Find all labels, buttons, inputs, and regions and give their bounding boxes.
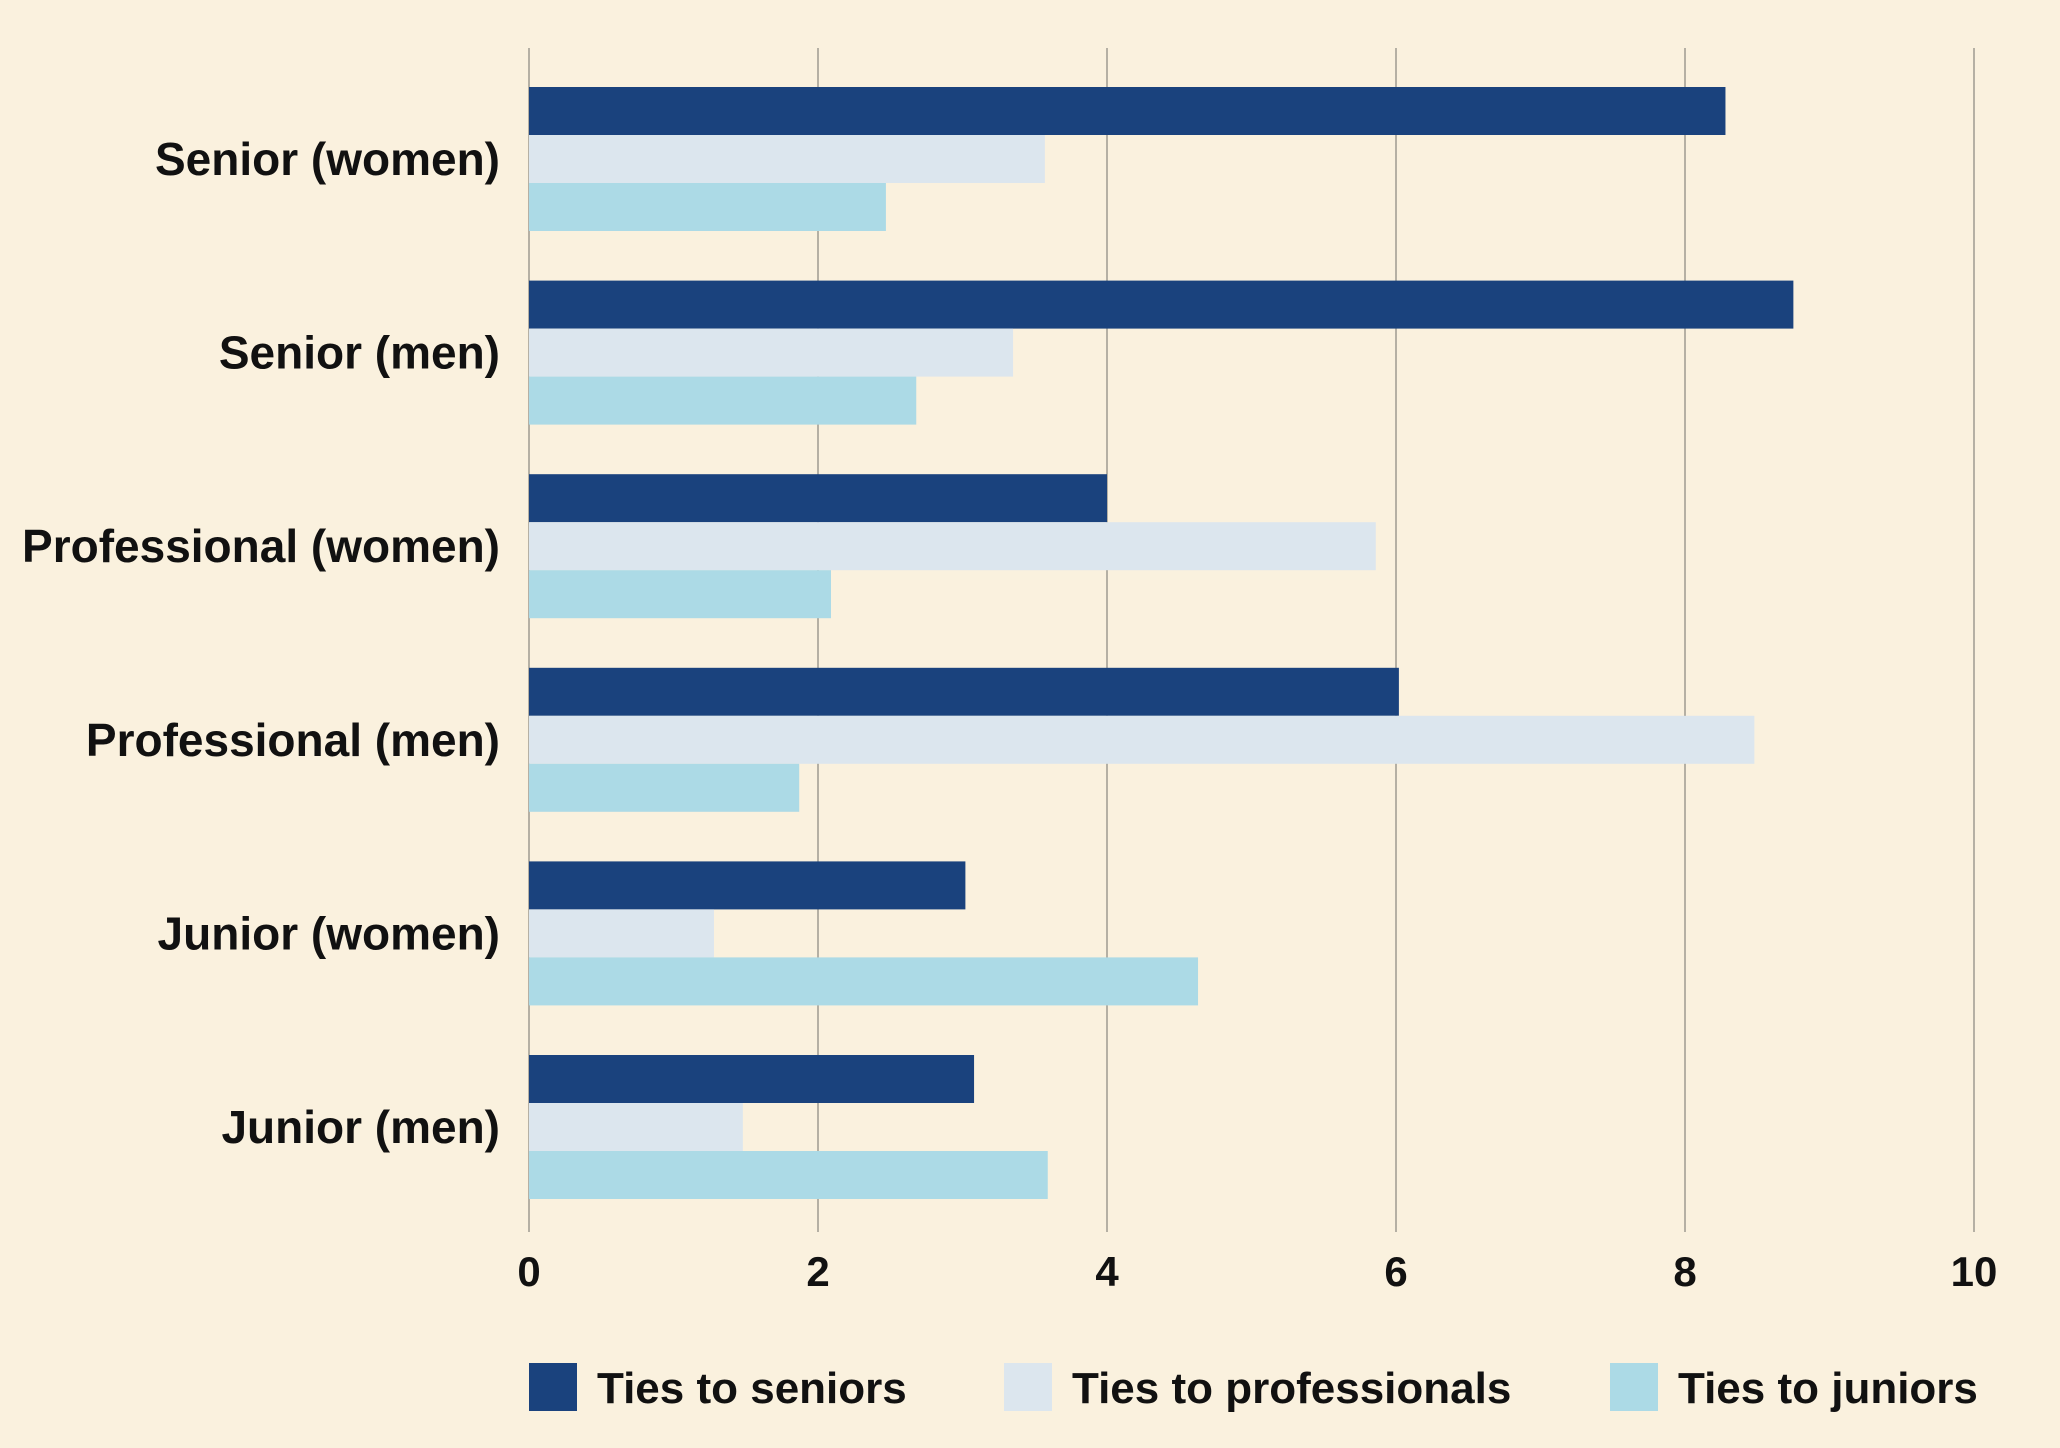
bar [529,87,1726,135]
legend: Ties to seniors Ties to professionals Ties… [529,1363,1978,1413]
bar [529,667,1399,716]
legend-swatch [1004,1363,1052,1411]
category-label: Professional (men) [86,714,500,766]
bar [529,280,1794,329]
bar [529,763,800,812]
bar [529,328,1014,377]
x-tick-label: 4 [1095,1248,1119,1295]
legend-label: Ties to professionals [1072,1364,1511,1413]
bar [529,909,714,958]
bar [529,376,917,425]
category-label: Senior (women) [155,133,500,185]
bar [529,183,886,231]
bar [529,957,1199,1006]
category-label: Senior (men) [219,327,500,379]
x-tick-label: 8 [1673,1248,1696,1295]
bar [529,715,1755,764]
legend-swatch [529,1363,577,1411]
x-tick-label: 10 [1951,1248,1998,1295]
bar [529,522,1376,571]
category-label: Professional (women) [22,520,500,572]
bar [529,1055,975,1103]
category-label: Junior (men) [221,1101,500,1153]
x-tick-label: 2 [806,1248,829,1295]
x-tick-label: 6 [1384,1248,1407,1295]
bar [529,1151,1048,1199]
x-tick-labels: 0 2 4 6 8 10 [517,1248,1997,1295]
category-labels: Senior (women) Senior (men) Professional (… [22,133,500,1153]
bar [529,570,832,619]
bar [529,861,966,910]
legend-label: Ties to juniors [1678,1364,1978,1413]
bar [529,135,1045,183]
bar [529,1103,743,1151]
legend-swatch [1610,1363,1658,1411]
legend-label: Ties to seniors [597,1364,907,1413]
gridlines [528,48,1975,1232]
x-tick-label: 0 [517,1248,540,1295]
bar [529,474,1107,523]
bars [529,87,1794,1199]
category-label: Junior (women) [158,907,500,959]
